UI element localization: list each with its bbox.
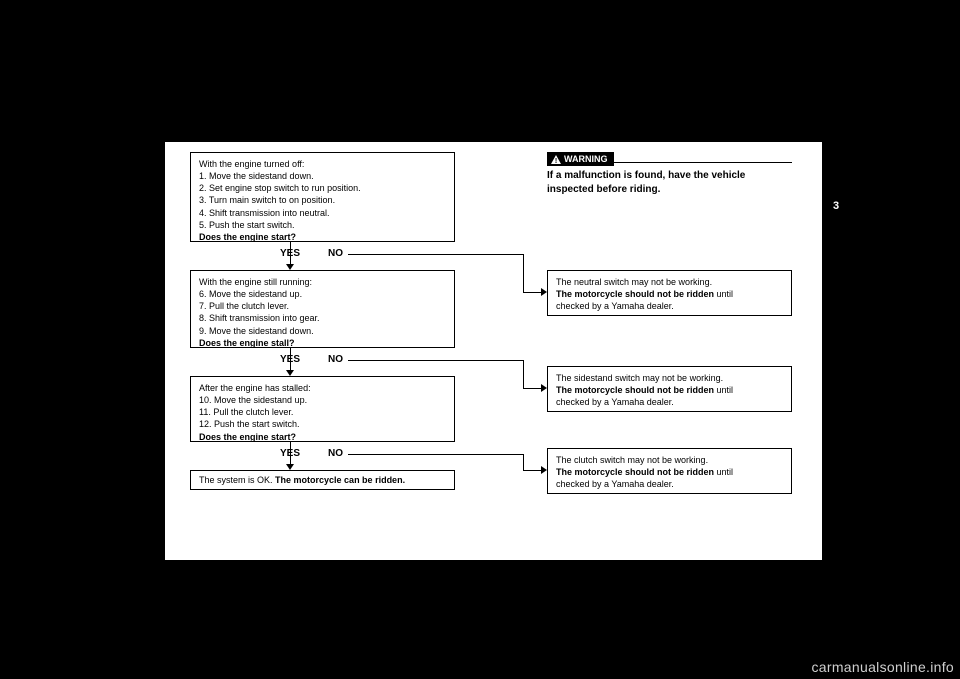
d1-no-h2 — [523, 292, 543, 293]
step-box-1: With the engine turned off: 1. Move the … — [190, 152, 455, 242]
warning-line-2: inspected before riding. — [547, 183, 745, 197]
page-number: 3 — [833, 200, 839, 212]
step3-l3: 12. Push the start switch. — [199, 418, 446, 430]
fault-box-neutral: The neutral switch may not be working. T… — [547, 270, 792, 316]
d2-yes-line — [290, 348, 291, 372]
d1-no-v — [523, 254, 524, 292]
d3-no-h — [348, 454, 523, 455]
ok-box: The system is OK. The motorcycle can be … — [190, 470, 455, 490]
fault3-l1: The clutch switch may not be working. — [556, 454, 783, 466]
fault3-l2a: The motorcycle should not be ridden — [556, 467, 714, 477]
step2-l1: 6. Move the sidestand up. — [199, 288, 446, 300]
step3-question: Does the engine start? — [199, 431, 446, 443]
svg-text:!: ! — [555, 158, 557, 164]
warning-triangle-icon: ! — [551, 155, 561, 164]
fault-box-clutch: The clutch switch may not be working. Th… — [547, 448, 792, 494]
fault3-l3: checked by a Yamaha dealer. — [556, 478, 783, 490]
step3-intro: After the engine has stalled: — [199, 382, 446, 394]
step2-l4: 9. Move the sidestand down. — [199, 325, 446, 337]
d3-no-v — [523, 454, 524, 470]
ok-text-b: The motorcycle can be ridden. — [275, 475, 405, 485]
step1-intro: With the engine turned off: — [199, 158, 446, 170]
fault3-l2b: until — [714, 467, 733, 477]
step3-l2: 11. Pull the clutch lever. — [199, 406, 446, 418]
fault2-l1: The sidestand switch may not be working. — [556, 372, 783, 384]
d2-no-v — [523, 360, 524, 388]
step-box-3: After the engine has stalled: 10. Move t… — [190, 376, 455, 442]
warning-badge: ! WARNING — [547, 152, 614, 166]
d3-yes-line — [290, 442, 291, 466]
decision1-no: NO — [328, 248, 343, 259]
fault2-l2a: The motorcycle should not be ridden — [556, 385, 714, 395]
step2-question: Does the engine stall? — [199, 337, 446, 349]
fault1-l1: The neutral switch may not be working. — [556, 276, 783, 288]
fault2-l3: checked by a Yamaha dealer. — [556, 396, 783, 408]
step1-l5: 5. Push the start switch. — [199, 219, 446, 231]
manual-page: ! WARNING If a malfunction is found, hav… — [165, 142, 822, 560]
warning-label: WARNING — [564, 154, 608, 164]
warning-rule — [613, 162, 792, 163]
d1-yes-line — [290, 242, 291, 266]
fault-box-sidestand: The sidestand switch may not be working.… — [547, 366, 792, 412]
fault2-l2b: until — [714, 385, 733, 395]
d1-no-h — [348, 254, 523, 255]
decision3-no: NO — [328, 448, 343, 459]
step1-question: Does the engine start? — [199, 231, 446, 243]
decision2-no: NO — [328, 354, 343, 365]
step-box-2: With the engine still running: 6. Move t… — [190, 270, 455, 348]
step3-l1: 10. Move the sidestand up. — [199, 394, 446, 406]
warning-line-1: If a malfunction is found, have the vehi… — [547, 169, 745, 183]
step1-l4: 4. Shift transmission into neutral. — [199, 207, 446, 219]
d2-no-h — [348, 360, 523, 361]
fault1-l2a: The motorcycle should not be ridden — [556, 289, 714, 299]
step2-l2: 7. Pull the clutch lever. — [199, 300, 446, 312]
step1-l1: 1. Move the sidestand down. — [199, 170, 446, 182]
watermark: carmanualsonline.info — [812, 659, 955, 675]
step2-intro: With the engine still running: — [199, 276, 446, 288]
ok-text-a: The system is OK. — [199, 475, 275, 485]
d2-no-h2 — [523, 388, 543, 389]
step1-l3: 3. Turn main switch to on position. — [199, 194, 446, 206]
fault1-l2b: until — [714, 289, 733, 299]
fault1-l3: checked by a Yamaha dealer. — [556, 300, 783, 312]
warning-text: If a malfunction is found, have the vehi… — [547, 169, 745, 196]
step1-l2: 2. Set engine stop switch to run positio… — [199, 182, 446, 194]
d3-no-h2 — [523, 470, 543, 471]
step2-l3: 8. Shift transmission into gear. — [199, 312, 446, 324]
